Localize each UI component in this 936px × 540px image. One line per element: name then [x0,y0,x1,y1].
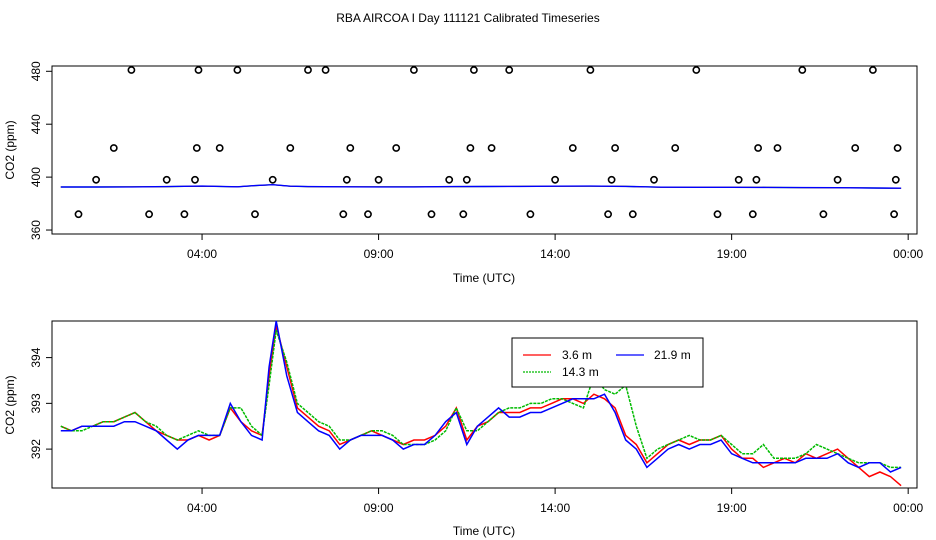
legend: 3.6 m 21.9 m 14.3 m [511,337,704,388]
scatter-point [342,175,351,184]
figure-title: RBA AIRCOA I Day 111121 Calibrated Times… [336,11,599,25]
legend-label-21-9m: 21.9 m [654,348,691,362]
bottom-xlabel: Time (UTC) [453,524,515,538]
scatter-point [734,175,743,184]
x-tick-label: 19:00 [717,247,747,261]
y-tick-label: 440 [29,114,43,134]
scatter-point [650,175,658,184]
scatter-point [628,210,637,219]
scatter-point [459,210,468,219]
scatter-point [346,144,355,152]
scatter-point [773,144,782,152]
scatter-point [364,210,372,219]
scatter-point [194,66,203,74]
scatter-point [462,175,471,184]
series-line-21-9-m [60,320,902,473]
scatter-point [374,175,383,184]
top-ylabel: CO2 (ppm) [3,120,17,179]
scatter-point [304,66,312,74]
scatter-point [445,175,454,184]
scatter-point [890,210,898,219]
scatter-point [74,210,83,219]
scatter-point [604,210,612,219]
legend-label-3-6m: 3.6 m [562,348,592,362]
legend-box [511,337,704,388]
scatter-point [215,144,224,152]
baseline-series-blue [60,183,902,189]
series-line-3-6-m [60,325,902,487]
scatter-point [192,144,201,152]
scatter-point [607,175,616,184]
scatter-point [191,175,199,184]
scatter-point [92,175,100,184]
scatter-point [251,210,259,219]
scatter-point [713,210,722,219]
scatter-point [427,210,436,219]
scatter-point [392,144,401,152]
x-tick-label: 14:00 [540,247,570,261]
top-xlabel: Time (UTC) [453,271,515,285]
y-tick-label: 360 [29,220,43,240]
scatter-point [409,66,418,74]
x-tick-label: 00:00 [893,501,923,515]
scatter-point [286,144,295,152]
scatter-point [611,144,619,152]
scatter-point [671,144,680,152]
scatter-point [180,210,189,219]
scatter-point [526,210,535,219]
y-tick-label: 394 [29,347,43,367]
scatter-point [551,175,559,184]
scatter-point [568,144,577,152]
y-tick-label: 392 [29,439,43,459]
scatter-point [754,144,762,152]
y-tick-label: 393 [29,393,43,413]
bottom-panel: Time (UTC) CO2 (ppm) 04:00 09:00 14:00 19:0… [3,320,924,538]
scatter-point [109,144,118,152]
scatter-point [752,175,761,184]
scatter-point [487,144,496,152]
y-tick-label: 400 [29,167,43,187]
scatter-point [268,175,277,184]
scatter-point [819,210,828,219]
scatter-point [162,175,171,184]
scatter-point [469,66,478,74]
scatter-point [505,66,514,74]
x-tick-label: 19:00 [717,501,747,515]
x-tick-label: 00:00 [893,247,923,261]
scatter-point [692,66,701,74]
bottom-ylabel: CO2 (ppm) [3,375,17,434]
scatter-point [145,210,153,219]
scatter-point [586,66,595,74]
scatter-point [891,175,900,184]
scatter-point [798,66,807,74]
scatter-point [869,66,877,74]
scatter-point [339,210,348,219]
series-line-14-3-m [60,329,902,469]
x-tick-label: 04:00 [187,247,217,261]
scatter-point [233,66,242,74]
x-tick-label: 09:00 [364,501,394,515]
scatter-point [748,210,757,219]
y-tick-label: 480 [29,61,43,81]
scatter-point [893,144,902,152]
legend-label-14-3m: 14.3 m [562,365,599,379]
scatter-point [466,144,475,152]
top-panel: Time (UTC) CO2 (ppm) 04:00 09:00 14:00 19:0… [3,61,924,285]
scatter-point [127,66,136,74]
x-tick-label: 14:00 [540,501,570,515]
top-plot-frame [51,65,918,235]
x-tick-label: 04:00 [187,501,217,515]
scatter-point [851,144,860,152]
scatter-point [321,66,330,74]
bottom-plot-frame [51,320,918,489]
x-tick-label: 09:00 [364,247,394,261]
scatter-point [833,175,842,184]
